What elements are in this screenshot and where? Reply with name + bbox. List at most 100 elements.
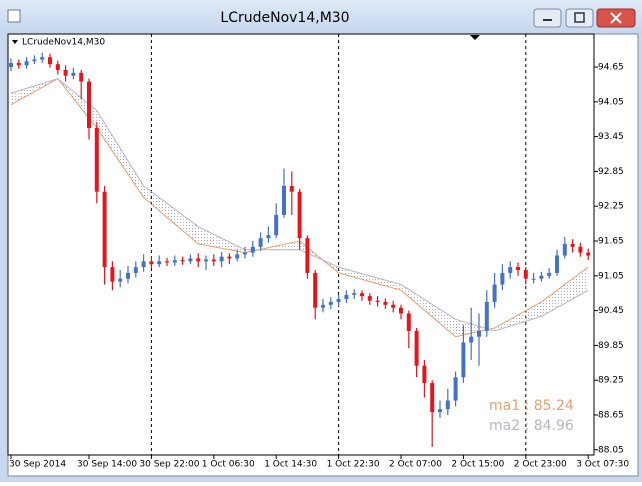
y-tick-label: 90.45 xyxy=(598,306,624,316)
candle-body xyxy=(414,330,419,366)
candle-body xyxy=(313,272,318,308)
candle-body xyxy=(71,72,76,76)
y-tick-label: 88.05 xyxy=(598,445,624,455)
candle-body xyxy=(453,377,458,401)
candle-body xyxy=(578,246,583,253)
candle-body xyxy=(165,261,169,263)
x-tick-label: 2 Oct 23:00 xyxy=(514,460,567,470)
shift-marker xyxy=(470,35,480,40)
candle-body xyxy=(219,256,224,262)
chart-area xyxy=(7,33,639,477)
chart-title: LCrudeNov14,M30 xyxy=(22,38,105,48)
candle-body xyxy=(305,238,310,273)
y-tick-label: 92.85 xyxy=(598,167,624,177)
candle-body xyxy=(16,62,21,66)
y-tick-label: 94.05 xyxy=(598,97,624,107)
candle-body xyxy=(438,409,442,413)
candle-body xyxy=(328,301,333,305)
candle-body xyxy=(55,64,60,70)
candle-body xyxy=(110,267,115,282)
candle-body xyxy=(172,260,177,263)
candle-body xyxy=(211,259,216,262)
candle-body xyxy=(196,258,201,262)
candle-body xyxy=(40,57,45,60)
candle-body xyxy=(508,267,513,273)
candle-body xyxy=(469,336,474,343)
candle-body xyxy=(87,81,91,128)
x-tick-label: 2 Oct 07:00 xyxy=(389,460,442,470)
candle-body xyxy=(149,261,154,265)
candle-body xyxy=(243,252,247,255)
candle-body xyxy=(297,191,302,239)
candle-body xyxy=(321,304,325,308)
candle-body xyxy=(375,300,380,302)
candle-body xyxy=(422,365,427,384)
candle-body xyxy=(102,191,107,268)
candle-body xyxy=(48,57,52,65)
candle-body xyxy=(500,272,505,285)
candle-body xyxy=(531,278,536,280)
candle-body xyxy=(484,301,489,331)
candle-body xyxy=(555,255,559,273)
candle-body xyxy=(274,214,279,236)
minimize-button[interactable] xyxy=(533,8,562,28)
candle-body xyxy=(336,299,341,302)
candle-body xyxy=(344,294,349,300)
candle-body xyxy=(492,284,497,302)
candle-body xyxy=(63,69,68,76)
candle-body xyxy=(367,296,372,301)
y-tick-label: 93.45 xyxy=(598,132,624,142)
candle-body xyxy=(391,304,396,308)
candle-body xyxy=(118,278,123,282)
ma-band xyxy=(11,78,589,337)
candle-body xyxy=(586,252,591,256)
legend-entry: ma2 : 84.96 xyxy=(489,418,574,434)
candle-body xyxy=(258,238,263,247)
candle-body xyxy=(141,261,146,268)
candle-body xyxy=(352,293,357,295)
maximize-button[interactable] xyxy=(565,8,594,28)
candle-body xyxy=(235,254,240,259)
x-tick-label: 30 Sep 14:00 xyxy=(77,460,137,470)
candle-body xyxy=(477,330,481,337)
candle-body xyxy=(227,256,232,259)
candle-body xyxy=(461,342,466,378)
window-title: LCrudeNov14,M30 xyxy=(220,10,349,26)
candle-body xyxy=(9,62,13,68)
candle-body xyxy=(266,235,271,239)
window-icon xyxy=(7,9,21,23)
candle-body xyxy=(94,127,99,192)
candle-body xyxy=(204,259,208,262)
y-tick-label: 88.65 xyxy=(598,410,624,420)
candle-body xyxy=(523,270,528,279)
candle-body xyxy=(539,275,544,279)
candle-body xyxy=(360,293,364,297)
candle-body xyxy=(126,272,130,279)
candle-body xyxy=(24,61,29,66)
x-tick-label: 30 Sep 22:00 xyxy=(139,460,199,470)
close-icon xyxy=(610,12,622,24)
candle-body xyxy=(133,267,138,273)
candle-body xyxy=(180,260,185,262)
y-tick-label: 91.05 xyxy=(598,271,624,281)
x-tick-label: 3 Oct 07:30 xyxy=(576,460,629,470)
candle-body xyxy=(383,301,388,305)
candle-body xyxy=(445,400,450,410)
y-tick-label: 91.65 xyxy=(598,237,624,247)
candle-body xyxy=(430,383,435,413)
plot-frame xyxy=(7,33,595,456)
candle-body xyxy=(188,258,193,262)
y-tick-label: 89.85 xyxy=(598,341,624,351)
candle-body xyxy=(547,272,552,276)
symbol-menu-arrow[interactable] xyxy=(12,40,18,44)
y-tick-label: 92.25 xyxy=(598,202,624,212)
x-tick-label: 1 Oct 14:30 xyxy=(264,460,317,470)
minimize-icon xyxy=(543,19,552,21)
candle-body xyxy=(516,267,520,271)
x-tick-label: 1 Oct 22:30 xyxy=(327,460,380,470)
candle-body xyxy=(157,261,162,265)
legend-entry: ma1 : 85.24 xyxy=(489,398,574,414)
candle-body xyxy=(570,243,575,247)
x-tick-label: 1 Oct 06:30 xyxy=(202,460,255,470)
